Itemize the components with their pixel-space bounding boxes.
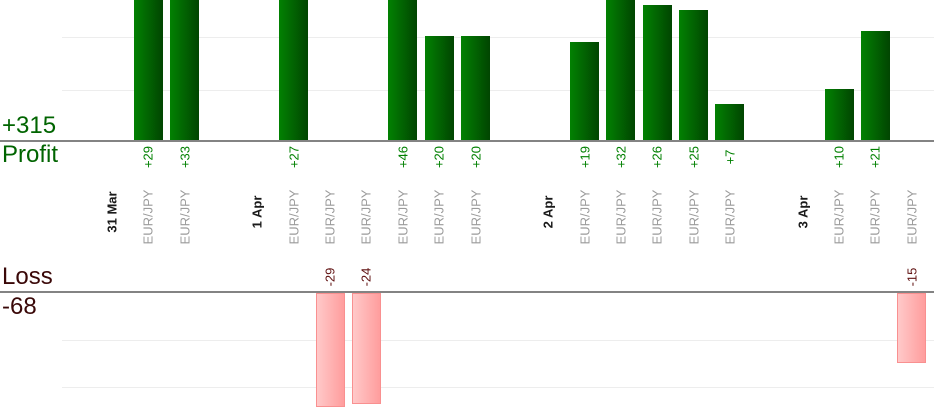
date-label: 3 Apr (795, 195, 811, 229)
profit-value-label: +10 (831, 145, 847, 168)
symbol-label: EUR/JPY (722, 189, 738, 245)
profit-bar (642, 5, 672, 141)
symbol-label: EUR/JPY (431, 189, 447, 245)
profit-value-label: +46 (395, 145, 411, 168)
profit-total: +315 (2, 112, 57, 139)
profit-bar (133, 0, 163, 141)
profit-bar (170, 0, 200, 141)
profit-value-label: +7 (722, 149, 738, 164)
loss-value-label: -29 (322, 267, 338, 286)
symbol-label: EUR/JPY (867, 189, 883, 245)
profit-value-label: +26 (649, 145, 665, 168)
profit-bar (860, 31, 890, 141)
profit-value-label: +32 (613, 145, 629, 168)
profit-bar (461, 36, 490, 141)
symbol-label: EUR/JPY (358, 189, 374, 245)
date-label: 1 Apr (249, 195, 265, 229)
profit-value-label: +20 (431, 145, 447, 168)
loss-bar (897, 293, 927, 364)
profit-value-label: +27 (286, 145, 302, 168)
profit-axis-title: Profit (2, 141, 59, 168)
profit-value-label: +33 (177, 145, 193, 168)
profit-bar (679, 10, 709, 141)
symbol-label: EUR/JPY (831, 189, 847, 245)
symbol-label: EUR/JPY (177, 189, 193, 245)
profit-bar (279, 0, 309, 141)
symbol-label: EUR/JPY (322, 189, 338, 245)
profit-value-label: +19 (577, 145, 593, 168)
date-label: 31 Mar (104, 191, 120, 233)
gridline (62, 339, 934, 341)
loss-bar (351, 293, 381, 405)
profit-bar (824, 88, 854, 141)
profit-value-label: +20 (468, 145, 483, 168)
profit-value-label: +29 (140, 145, 156, 168)
loss-axis-title: Loss (2, 263, 53, 290)
profit-bar (715, 104, 745, 141)
gridline (62, 37, 934, 38)
symbol-label: EUR/JPY (286, 189, 302, 245)
loss-bar (315, 293, 345, 407)
profit-value-label: +21 (867, 145, 883, 168)
date-label: 2 Apr (540, 195, 556, 229)
symbol-label: EUR/JPY (904, 189, 920, 245)
symbol-label: EUR/JPY (649, 189, 665, 245)
symbol-label: EUR/JPY (686, 189, 702, 245)
profit-bar (388, 0, 418, 141)
profit-bar (424, 36, 454, 141)
profit-bar (606, 0, 636, 141)
loss-value-label: -24 (358, 267, 374, 286)
symbol-label: EUR/JPY (468, 189, 483, 245)
profit-axis-line (0, 140, 934, 142)
profit-value-label: +25 (686, 145, 702, 168)
loss-total: -68 (2, 293, 37, 320)
symbol-label: EUR/JPY (395, 189, 411, 245)
symbol-label: EUR/JPY (613, 189, 629, 245)
gridline (62, 386, 934, 388)
loss-value-label: -15 (904, 267, 920, 286)
loss-axis-line (0, 291, 934, 293)
profit-bar (570, 41, 600, 141)
symbol-label: EUR/JPY (577, 189, 593, 245)
symbol-label: EUR/JPY (140, 189, 156, 245)
gridline (62, 89, 934, 91)
